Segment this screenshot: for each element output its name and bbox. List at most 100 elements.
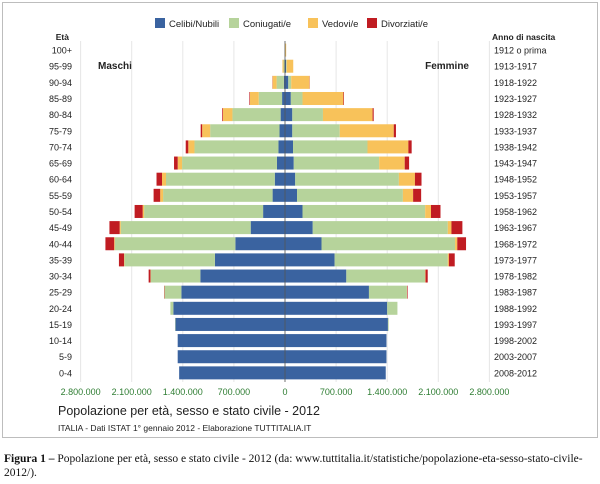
bar-female-coniugate: [297, 188, 403, 202]
bar-female-coniugate: [387, 301, 398, 315]
age-tick-label: 5-9: [59, 352, 72, 362]
age-tick-label: 30-34: [49, 272, 72, 282]
bar-male-celibi: [283, 75, 285, 89]
bar-male-divorziati: [105, 237, 115, 251]
bar-female-coniugate: [387, 317, 389, 331]
caption-text: Popolazione per età, sesso e stato civil…: [4, 453, 583, 479]
bar-male-celibi: [279, 124, 285, 138]
age-tick-label: 100+: [52, 46, 72, 56]
bar-male-coniugati: [210, 124, 280, 138]
bar-female-coniugate: [293, 156, 380, 170]
birth-year-label: 1912 o prima: [494, 46, 547, 56]
bar-female-divorziate: [343, 91, 344, 105]
bar-female-vedove: [447, 221, 452, 235]
bar-male-celibi: [181, 285, 285, 299]
legend-swatch: [155, 18, 165, 28]
x-tick-label: 2.100.000: [112, 387, 152, 397]
age-tick-label: 50-54: [49, 207, 72, 217]
age-tick-label: 25-29: [49, 288, 72, 298]
x-tick-label: 0: [282, 387, 287, 397]
bar-male-vedovi: [188, 140, 195, 154]
bar-male-celibi: [175, 317, 285, 331]
age-tick-label: 65-69: [49, 159, 72, 169]
bar-female-vedove: [425, 204, 431, 218]
bar-male-coniugati: [166, 172, 275, 186]
bar-female-nubili: [285, 75, 289, 89]
bar-male-vedovi: [249, 91, 259, 105]
bar-male-celibi: [272, 188, 285, 202]
bar-female-vedove: [402, 188, 414, 202]
bar-male-celibi: [278, 140, 285, 154]
bar-male-divorziati: [118, 253, 125, 267]
bar-female-nubili: [285, 366, 386, 380]
x-tick-label: 1.400.000: [163, 387, 203, 397]
bar-male-divorziati: [249, 91, 250, 105]
birth-year-label: 1978-1982: [494, 272, 537, 282]
age-tick-label: 95-99: [49, 62, 72, 72]
bar-male-celibi: [173, 301, 285, 315]
bar-male-celibi: [200, 269, 285, 283]
birth-year-label: 1933-1937: [494, 126, 537, 136]
bar-male-celibi: [250, 221, 285, 235]
birth-year-label: 1998-2002: [494, 336, 537, 346]
age-tick-label: 60-64: [49, 175, 72, 185]
bar-male-vedovi: [160, 188, 164, 202]
bar-male-celibi: [235, 237, 285, 251]
bar-male-celibi: [280, 108, 285, 122]
bar-male-vedovi: [177, 156, 183, 170]
bar-female-coniugate: [295, 172, 399, 186]
female-group-label: Femmine: [425, 61, 469, 72]
bar-female-coniugate: [292, 124, 340, 138]
bar-female-divorziate: [372, 108, 374, 122]
bar-female-divorziate: [425, 269, 428, 283]
bar-male-coniugati: [144, 204, 264, 218]
bar-male-celibi: [263, 204, 285, 218]
age-tick-label: 40-44: [49, 239, 72, 249]
bar-male-coniugati: [194, 140, 279, 154]
bar-female-nubili: [285, 59, 287, 73]
bar-female-divorziate: [448, 253, 455, 267]
bar-female-divorziate: [414, 172, 422, 186]
x-tick-label: 2.800.000: [469, 387, 509, 397]
bar-female-divorziate: [431, 204, 441, 218]
age-tick-label: 0-4: [59, 368, 72, 378]
bar-female-coniugate: [290, 91, 303, 105]
bar-female-vedove: [367, 140, 409, 154]
bar-female-nubili: [285, 91, 291, 105]
age-tick-label: 85-89: [49, 94, 72, 104]
bar-female-coniugate: [302, 204, 426, 218]
figure-frame: Celibi/Nubili Coniugati/e Vedovi/e Divorzia…: [2, 2, 598, 438]
bar-male-divorziati: [109, 221, 120, 235]
legend-swatch: [308, 18, 318, 28]
bar-male-vedovi: [202, 124, 211, 138]
chart-subtitle: ITALIA - Dati ISTAT 1° gennaio 2012 - El…: [58, 423, 311, 433]
bar-male-divorziati: [222, 108, 223, 122]
age-tick-label: 35-39: [49, 255, 72, 265]
birth-year-label: 1928-1932: [494, 110, 537, 120]
bar-female-divorziate: [407, 285, 408, 299]
legend-label: Divorziati/e: [381, 19, 428, 30]
x-tick-label: 2.100.000: [418, 387, 458, 397]
bar-female-nubili: [285, 317, 388, 331]
birth-year-label: 1913-1917: [494, 62, 537, 72]
age-tick-label: 10-14: [49, 336, 72, 346]
bar-male-celibi: [179, 366, 285, 380]
bar-female-nubili: [285, 269, 347, 283]
bar-female-nubili: [285, 253, 335, 267]
birth-year-label: 1953-1957: [494, 191, 537, 201]
bar-male-celibi: [282, 91, 285, 105]
bar-male-coniugati: [258, 91, 283, 105]
age-tick-label: 15-19: [49, 320, 72, 330]
bar-female-divorziate: [413, 188, 422, 202]
bar-female-coniugate: [321, 237, 456, 251]
bar-female-nubili: [285, 221, 313, 235]
birth-year-label: 1988-1992: [494, 304, 537, 314]
bar-female-divorziate: [408, 140, 412, 154]
birth-year-label: 1963-1967: [494, 223, 537, 233]
bar-female-vedove: [291, 75, 310, 89]
bar-female-vedove: [379, 156, 405, 170]
age-axis-title: Età: [56, 32, 70, 42]
x-tick-label: 700.000: [218, 387, 251, 397]
bar-male-divorziati: [156, 172, 162, 186]
legend-label: Celibi/Nubili: [169, 19, 219, 30]
